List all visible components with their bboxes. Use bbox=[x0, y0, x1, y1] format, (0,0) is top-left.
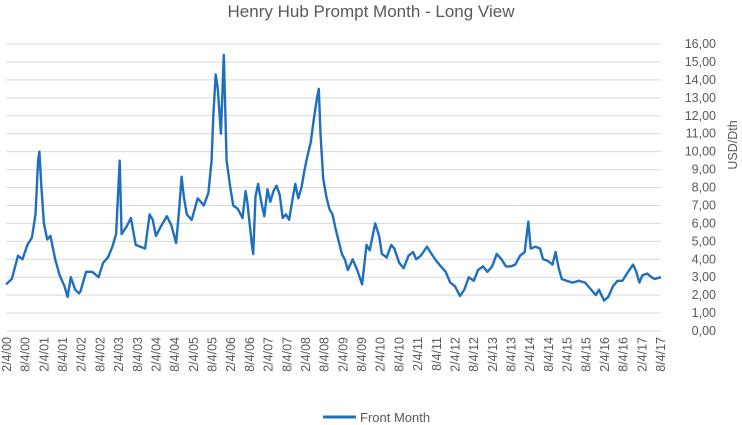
x-tick-label: 8/4/12 bbox=[467, 337, 481, 372]
x-tick-label: 2/4/00 bbox=[0, 337, 14, 372]
x-tick-label: 8/4/05 bbox=[206, 337, 220, 372]
x-tick-label: 2/4/13 bbox=[486, 337, 500, 372]
series-layer bbox=[5, 53, 662, 302]
x-tick-label: 2/4/09 bbox=[336, 337, 350, 372]
gridlines bbox=[6, 43, 661, 332]
y-tick-label: 0,00 bbox=[692, 324, 716, 338]
x-tick-label: 8/4/02 bbox=[93, 337, 107, 372]
y-tick-label: 4,00 bbox=[692, 252, 716, 266]
legend: Front Month bbox=[323, 410, 430, 425]
x-tick-label: 8/4/00 bbox=[19, 337, 33, 372]
x-tick-label: 2/4/07 bbox=[262, 337, 276, 372]
x-tick-label: 8/4/11 bbox=[430, 337, 444, 371]
y-tick-label: 1,00 bbox=[692, 306, 716, 320]
y-tick-label: 8,00 bbox=[692, 181, 716, 195]
x-tick-label: 2/4/02 bbox=[75, 337, 89, 372]
y-tick-label: 14,00 bbox=[685, 73, 716, 87]
x-tick-label: 8/4/06 bbox=[243, 337, 257, 372]
x-tick-label: 2/4/14 bbox=[523, 337, 537, 372]
x-axis-ticks: 2/4/00 8/4/00 2/4/01 8/4/01 2/4/02 8/4/02 2/4/… bbox=[0, 337, 668, 372]
x-tick-label: 2/4/08 bbox=[299, 337, 313, 372]
y-axis-label: USD/Dth bbox=[726, 120, 740, 169]
y-tick-label: 12,00 bbox=[685, 109, 716, 123]
chart-title: Henry Hub Prompt Month - Long View bbox=[228, 2, 516, 21]
x-tick-label: 2/4/15 bbox=[561, 337, 575, 372]
x-tick-label: 2/4/04 bbox=[150, 337, 164, 372]
x-tick-label: 8/4/16 bbox=[617, 337, 631, 372]
x-tick-label: 8/4/17 bbox=[654, 337, 668, 372]
x-tick-label: 2/4/03 bbox=[112, 337, 126, 372]
x-tick-label: 2/4/17 bbox=[635, 337, 649, 372]
x-tick-label: 8/4/09 bbox=[355, 337, 369, 372]
x-tick-label: 2/4/01 bbox=[37, 337, 51, 372]
x-tick-label: 2/4/05 bbox=[187, 337, 201, 372]
y-axis-ticks: 0,00 1,00 2,00 3,00 4,00 5,00 6,00 7,00 8,00 9,00… bbox=[685, 37, 716, 338]
x-tick-label: 8/4/01 bbox=[56, 337, 70, 372]
x-tick-label: 8/4/13 bbox=[505, 337, 519, 372]
x-tick-label: 2/4/16 bbox=[598, 337, 612, 372]
legend-label-front-month: Front Month bbox=[360, 410, 430, 425]
y-tick-label: 5,00 bbox=[692, 234, 716, 248]
x-tick-label: 8/4/03 bbox=[131, 337, 145, 372]
y-tick-label: 15,00 bbox=[685, 55, 716, 69]
y-tick-label: 7,00 bbox=[692, 198, 716, 212]
x-tick-label: 2/4/12 bbox=[449, 337, 463, 372]
y-tick-label: 13,00 bbox=[685, 91, 716, 105]
x-tick-label: 8/4/10 bbox=[392, 337, 406, 372]
x-tick-label: 2/4/06 bbox=[224, 337, 238, 372]
x-tick-label: 8/4/07 bbox=[280, 337, 294, 372]
y-tick-label: 2,00 bbox=[692, 288, 716, 302]
y-tick-label: 16,00 bbox=[685, 37, 716, 51]
y-tick-label: 6,00 bbox=[692, 216, 716, 230]
y-tick-label: 9,00 bbox=[692, 163, 716, 177]
y-tick-label: 3,00 bbox=[692, 270, 716, 284]
x-tick-label: 8/4/15 bbox=[579, 337, 593, 372]
x-tick-label: 8/4/04 bbox=[168, 337, 182, 372]
x-tick-label: 2/4/10 bbox=[374, 337, 388, 372]
x-tick-label: 8/4/08 bbox=[318, 337, 332, 372]
x-tick-label: 8/4/14 bbox=[542, 337, 556, 372]
x-tick-label: 2/4/11 bbox=[411, 337, 425, 371]
y-tick-label: 10,00 bbox=[685, 145, 716, 159]
y-tick-label: 11,00 bbox=[686, 127, 716, 141]
series-line-front-month bbox=[5, 53, 662, 302]
